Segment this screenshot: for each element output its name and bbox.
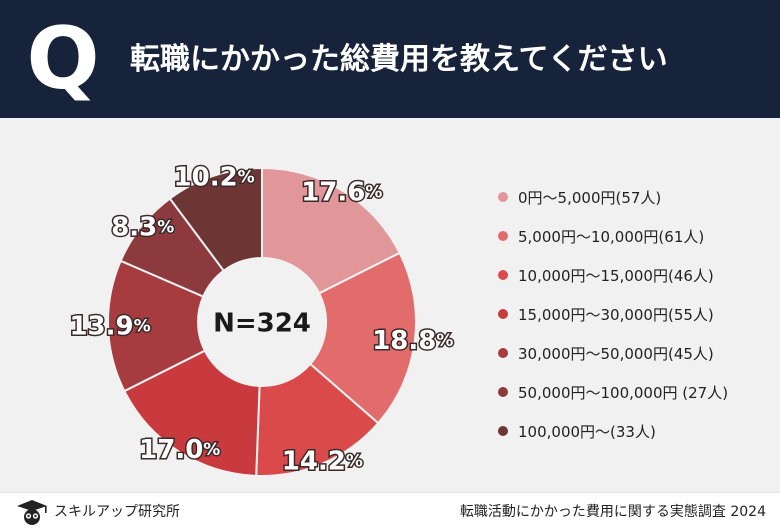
slice-data-label: 10.2% xyxy=(174,162,255,192)
legend-swatch-icon xyxy=(498,309,508,319)
source-note: 転職活動にかかった費用に関する実態調査 2024 xyxy=(459,504,766,520)
owl-graduation-logo-icon xyxy=(17,500,47,525)
pie-slice xyxy=(123,349,261,477)
slice-data-label: 8.3% xyxy=(111,212,174,242)
legend-label: 50,000円～100,000円 (27人) xyxy=(518,383,729,402)
legend-swatch-icon xyxy=(498,231,508,241)
slice-data-label: 17.6% xyxy=(301,177,382,207)
legend-item: 50,000円～100,000円 (27人) xyxy=(498,379,768,405)
header-bar: Q 転職にかかった総費用を教えてください xyxy=(0,0,780,118)
legend-item: 5,000円～10,000円(61人) xyxy=(498,223,768,249)
legend-item: 10,000円～15,000円(46人) xyxy=(498,262,768,288)
legend-label: 100,000円～(33人) xyxy=(518,422,656,441)
legend-label: 10,000円～15,000円(46人) xyxy=(518,266,714,285)
brand-name: スキルアップ研究所 xyxy=(54,504,180,520)
legend-swatch-icon xyxy=(498,387,508,397)
q-mark: Q xyxy=(18,14,108,104)
legend-item: 30,000円～50,000円(45人) xyxy=(498,340,768,366)
pie-slice xyxy=(107,259,207,393)
legend-item: 15,000円～30,000円(55人) xyxy=(498,301,768,327)
legend-label: 15,000円～30,000円(55人) xyxy=(518,305,714,324)
legend-item: 100,000円～(33人) xyxy=(498,418,768,444)
pie-slice xyxy=(255,362,380,477)
pie-slice xyxy=(168,166,263,273)
slice-data-label: 18.8% xyxy=(372,326,453,356)
slice-data-label: 13.9% xyxy=(69,311,150,341)
donut-chart: 17.6% 18.8% 14.2% 17.0% 13.9% 8.3%10.2% N=324 xyxy=(68,161,455,478)
donut-center-label: N=324 xyxy=(213,309,311,339)
legend-swatch-icon xyxy=(498,192,508,202)
pie-slice xyxy=(308,251,417,425)
legend-item: 0円～5,000円(57人) xyxy=(498,184,768,210)
legend-label: 30,000円～50,000円(45人) xyxy=(518,344,714,363)
legend-label: 0円～5,000円(57人) xyxy=(518,188,662,207)
footer-bar: スキルアップ研究所 転職活動にかかった費用に関する実態調査 2024 xyxy=(0,492,780,531)
slice-data-label: 14.2% xyxy=(282,446,363,476)
chart-title: 転職にかかった総費用を教えてください xyxy=(130,42,668,77)
slice-data-label: 17.0% xyxy=(139,434,220,464)
legend-swatch-icon xyxy=(498,270,508,280)
legend-swatch-icon xyxy=(498,348,508,358)
legend-label: 5,000円～10,000円(61人) xyxy=(518,227,705,246)
legend-swatch-icon xyxy=(498,426,508,436)
q-letter: Q xyxy=(26,9,100,109)
pie-slice xyxy=(261,166,401,295)
chart-legend: 0円～5,000円(57人) 5,000円～10,000円(61人) 10,000円… xyxy=(498,184,768,457)
